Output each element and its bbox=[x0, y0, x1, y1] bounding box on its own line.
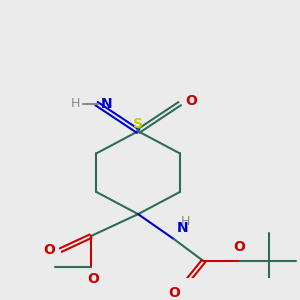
Text: O: O bbox=[233, 240, 245, 254]
Text: H: H bbox=[71, 97, 80, 110]
Text: O: O bbox=[168, 286, 180, 300]
Text: S: S bbox=[133, 117, 143, 131]
Text: N: N bbox=[101, 97, 112, 111]
Text: O: O bbox=[186, 94, 197, 108]
Text: N: N bbox=[177, 221, 188, 235]
Text: O: O bbox=[88, 272, 100, 286]
Text: H: H bbox=[181, 215, 190, 228]
Text: O: O bbox=[43, 243, 55, 257]
